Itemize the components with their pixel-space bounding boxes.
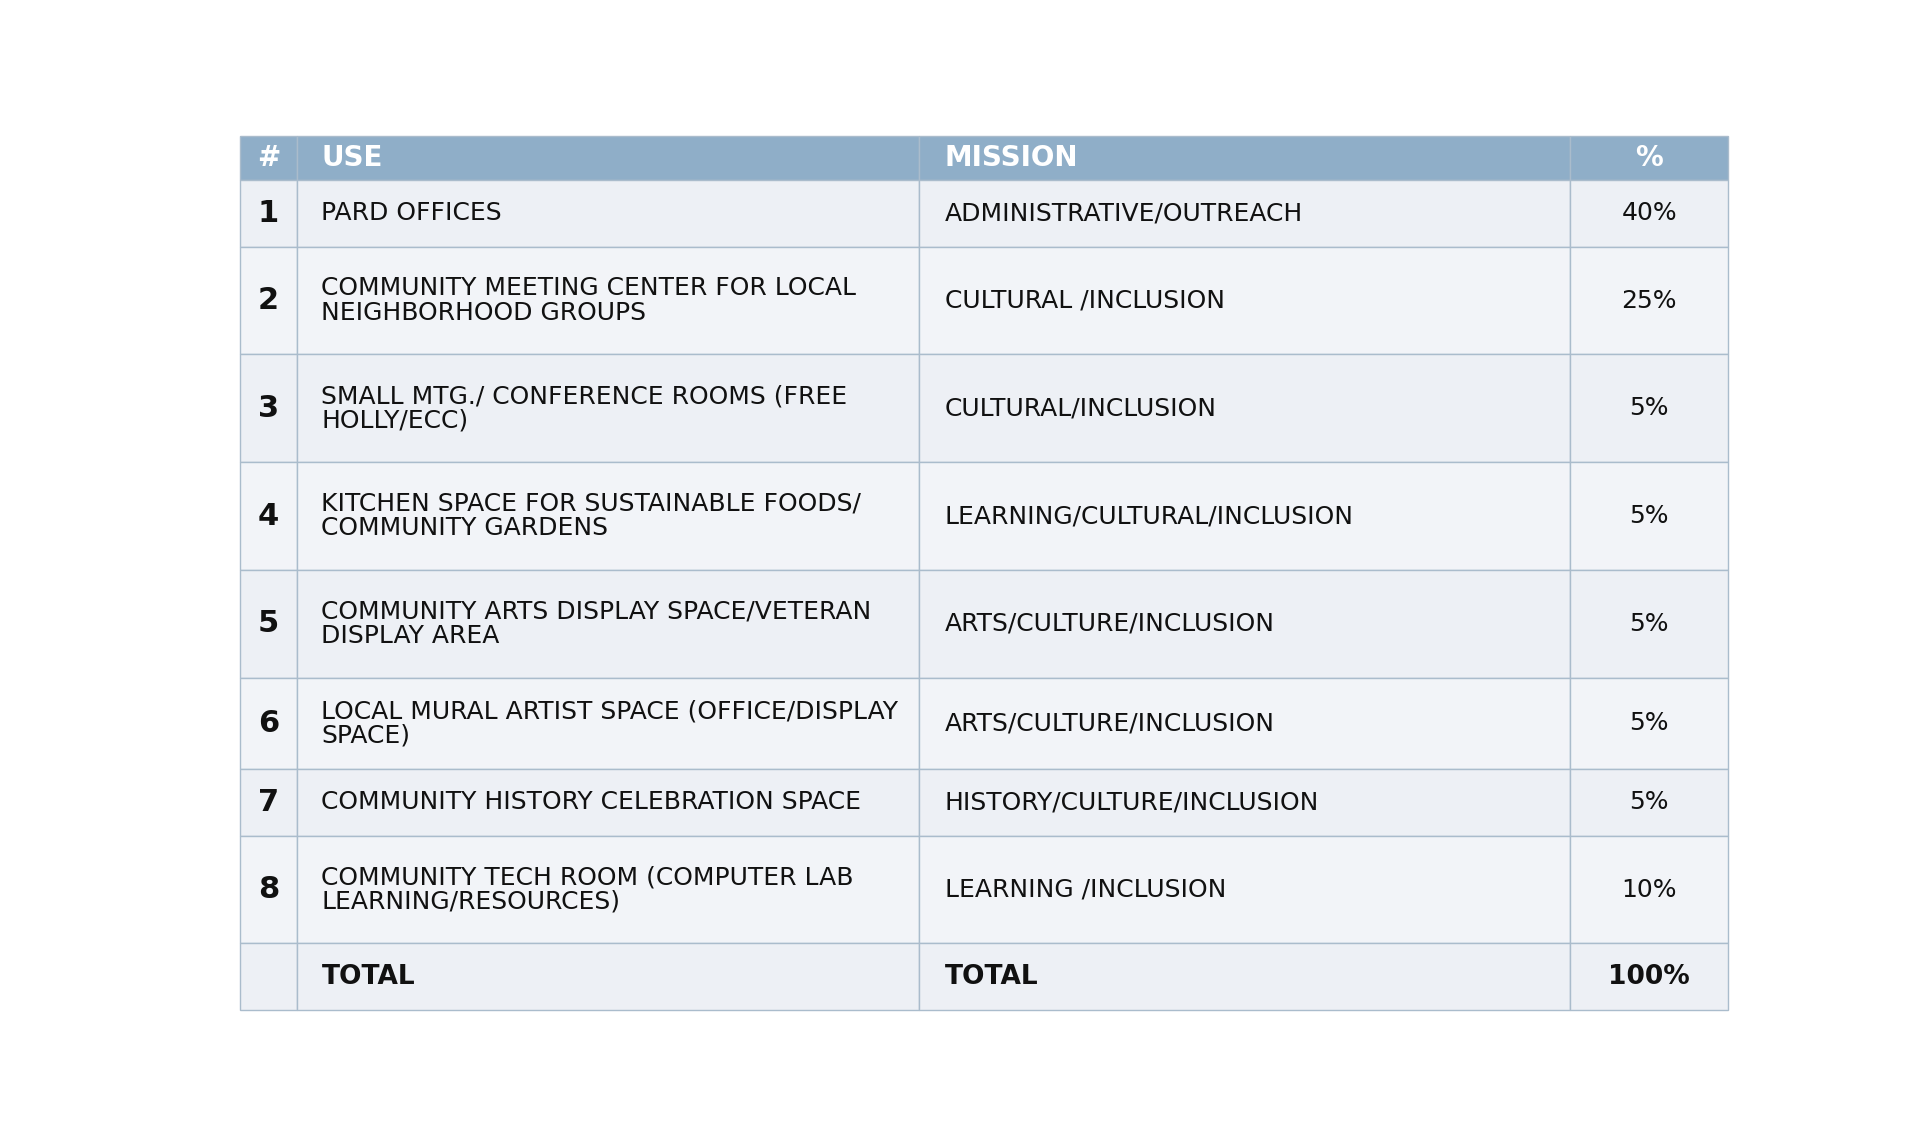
Bar	[240, 180, 296, 246]
Bar	[240, 835, 296, 943]
Bar	[296, 136, 918, 180]
Text: 5%: 5%	[1630, 504, 1668, 528]
Bar	[1571, 462, 1728, 570]
Text: 3: 3	[257, 394, 278, 423]
Text: HOLLY/ECC): HOLLY/ECC)	[321, 409, 468, 432]
Text: 10%: 10%	[1620, 877, 1676, 901]
Bar	[1571, 136, 1728, 180]
Bar	[240, 246, 296, 354]
Text: TOTAL: TOTAL	[321, 964, 415, 990]
Text: COMMUNITY GARDENS: COMMUNITY GARDENS	[321, 516, 609, 540]
Bar	[240, 570, 296, 678]
Text: DISPLAY AREA: DISPLAY AREA	[321, 624, 499, 648]
Bar	[296, 246, 918, 354]
Text: LEARNING /INCLUSION: LEARNING /INCLUSION	[945, 877, 1227, 901]
Text: 5: 5	[257, 609, 278, 638]
Bar	[918, 678, 1571, 770]
Text: SPACE): SPACE)	[321, 724, 411, 748]
Text: 5%: 5%	[1630, 396, 1668, 420]
Text: LOCAL MURAL ARTIST SPACE (OFFICE/DISPLAY: LOCAL MURAL ARTIST SPACE (OFFICE/DISPLAY	[321, 699, 899, 723]
Text: PARD OFFICES: PARD OFFICES	[321, 201, 501, 226]
Bar	[1571, 770, 1728, 835]
Text: LEARNING/RESOURCES): LEARNING/RESOURCES)	[321, 890, 620, 914]
Text: ADMINISTRATIVE/OUTREACH: ADMINISTRATIVE/OUTREACH	[945, 201, 1304, 226]
Bar	[918, 354, 1571, 462]
Bar	[918, 570, 1571, 678]
Bar	[918, 462, 1571, 570]
Bar	[296, 678, 918, 770]
Bar	[296, 770, 918, 835]
Bar	[240, 770, 296, 835]
Bar	[918, 943, 1571, 1010]
Text: %: %	[1636, 144, 1663, 173]
Text: CULTURAL /INCLUSION: CULTURAL /INCLUSION	[945, 288, 1225, 312]
Text: COMMUNITY TECH ROOM (COMPUTER LAB: COMMUNITY TECH ROOM (COMPUTER LAB	[321, 865, 854, 890]
Bar	[1571, 835, 1728, 943]
Text: 5%: 5%	[1630, 790, 1668, 815]
Bar	[240, 678, 296, 770]
Bar	[240, 943, 296, 1010]
Text: 5%: 5%	[1630, 612, 1668, 636]
Text: USE: USE	[321, 144, 382, 173]
Text: NEIGHBORHOOD GROUPS: NEIGHBORHOOD GROUPS	[321, 301, 647, 325]
Bar	[1571, 570, 1728, 678]
Bar	[1571, 246, 1728, 354]
Text: HISTORY/CULTURE/INCLUSION: HISTORY/CULTURE/INCLUSION	[945, 790, 1319, 815]
Bar	[1571, 678, 1728, 770]
Bar	[296, 462, 918, 570]
Bar	[240, 462, 296, 570]
Bar	[918, 246, 1571, 354]
Text: COMMUNITY HISTORY CELEBRATION SPACE: COMMUNITY HISTORY CELEBRATION SPACE	[321, 790, 862, 815]
Text: 1: 1	[257, 199, 278, 228]
Bar	[296, 570, 918, 678]
Text: ARTS/CULTURE/INCLUSION: ARTS/CULTURE/INCLUSION	[945, 612, 1275, 636]
Text: #: #	[257, 144, 280, 173]
Text: 5%: 5%	[1630, 712, 1668, 735]
Text: 6: 6	[257, 709, 278, 738]
Text: 2: 2	[257, 286, 278, 316]
Bar	[1571, 180, 1728, 246]
Bar	[296, 180, 918, 246]
Bar	[918, 136, 1571, 180]
Text: 7: 7	[257, 788, 278, 817]
Bar	[296, 835, 918, 943]
Text: CULTURAL/INCLUSION: CULTURAL/INCLUSION	[945, 396, 1217, 420]
Bar	[1571, 943, 1728, 1010]
Bar	[918, 835, 1571, 943]
Text: COMMUNITY MEETING CENTER FOR LOCAL: COMMUNITY MEETING CENTER FOR LOCAL	[321, 276, 856, 301]
Text: MISSION: MISSION	[945, 144, 1079, 173]
Bar	[918, 770, 1571, 835]
Bar	[240, 136, 296, 180]
Text: ARTS/CULTURE/INCLUSION: ARTS/CULTURE/INCLUSION	[945, 712, 1275, 735]
Bar	[296, 354, 918, 462]
Text: SMALL MTG./ CONFERENCE ROOMS (FREE: SMALL MTG./ CONFERENCE ROOMS (FREE	[321, 384, 847, 409]
Bar	[918, 180, 1571, 246]
Bar	[296, 943, 918, 1010]
Text: 40%: 40%	[1620, 201, 1676, 226]
Text: 4: 4	[257, 502, 278, 530]
Bar	[1571, 354, 1728, 462]
Bar	[240, 354, 296, 462]
Text: 100%: 100%	[1609, 964, 1690, 990]
Text: 25%: 25%	[1620, 288, 1676, 312]
Text: TOTAL: TOTAL	[945, 964, 1039, 990]
Text: COMMUNITY ARTS DISPLAY SPACE/VETERAN: COMMUNITY ARTS DISPLAY SPACE/VETERAN	[321, 599, 872, 623]
Text: LEARNING/CULTURAL/INCLUSION: LEARNING/CULTURAL/INCLUSION	[945, 504, 1354, 528]
Text: KITCHEN SPACE FOR SUSTAINABLE FOODS/: KITCHEN SPACE FOR SUSTAINABLE FOODS/	[321, 491, 862, 516]
Text: 8: 8	[257, 875, 278, 905]
